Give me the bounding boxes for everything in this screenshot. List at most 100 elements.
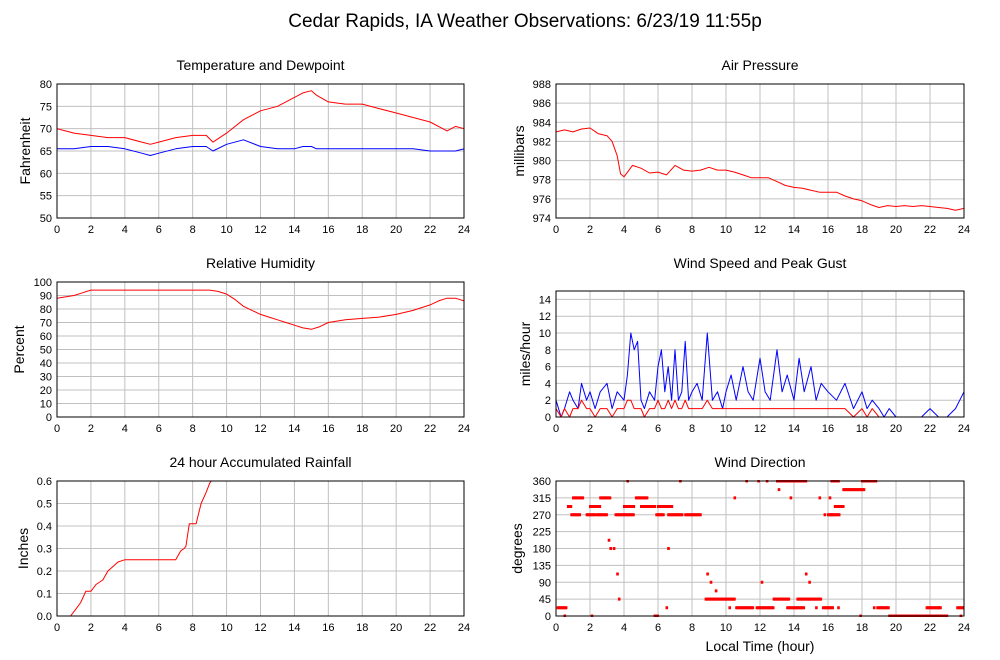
x-tick-label: 0 <box>553 423 559 435</box>
direction-point <box>933 606 937 610</box>
x-tick-label: 12 <box>754 224 766 236</box>
y-tick-label: 0.6 <box>37 476 52 488</box>
x-tick-label: 8 <box>190 622 196 634</box>
direction-point <box>603 496 606 500</box>
direction-point <box>663 505 667 508</box>
direction-point <box>623 505 626 508</box>
direction-point <box>599 513 603 517</box>
direction-point <box>787 597 791 601</box>
direction-point <box>669 505 672 508</box>
direction-point <box>772 597 776 601</box>
direction-point <box>836 513 840 517</box>
x-tick-label: 22 <box>424 423 436 435</box>
direction-point <box>711 597 714 601</box>
direction-point <box>782 597 785 601</box>
direction-point <box>812 597 816 601</box>
direction-point <box>926 606 930 610</box>
direction-point <box>617 597 621 601</box>
direction-point <box>581 496 585 500</box>
direction-point <box>800 597 804 601</box>
direction-point <box>625 513 628 517</box>
x-tick-label: 12 <box>254 622 266 634</box>
direction-point <box>835 505 838 508</box>
y-tick-label: 8 <box>545 345 551 357</box>
direction-point <box>692 513 695 517</box>
direction-point <box>805 597 809 601</box>
direction-point <box>831 606 835 610</box>
direction-point <box>726 597 729 601</box>
direction-point <box>602 513 606 517</box>
direction-point <box>574 513 577 517</box>
y-tick-label: 2 <box>545 395 551 407</box>
direction-point <box>786 606 789 610</box>
x-tick-label: 2 <box>587 622 593 634</box>
direction-point <box>693 513 697 517</box>
direction-point <box>797 597 801 601</box>
x-tick-label: 16 <box>822 622 834 634</box>
direction-point <box>879 606 882 610</box>
direction-point <box>778 597 781 601</box>
direction-point <box>632 505 636 508</box>
direction-point <box>628 505 632 508</box>
direction-point <box>586 513 590 517</box>
direction-point <box>676 513 680 517</box>
direction-point <box>756 606 760 610</box>
direction-point <box>653 505 657 508</box>
direction-point <box>790 606 793 610</box>
direction-point <box>761 606 764 610</box>
direction-point <box>600 496 604 500</box>
direction-point <box>618 513 622 517</box>
direction-point <box>736 606 740 610</box>
direction-point <box>733 496 737 500</box>
direction-point <box>887 606 890 610</box>
x-axis-label: Local Time (hour) <box>706 638 815 654</box>
direction-point <box>733 597 736 601</box>
direction-point <box>830 513 833 517</box>
direction-point <box>854 488 858 492</box>
direction-point <box>853 488 856 492</box>
chart-title: Wind Speed and Peak Gust <box>674 255 847 271</box>
direction-point <box>598 513 602 517</box>
direction-point <box>658 513 661 517</box>
rain-data <box>57 480 212 617</box>
direction-point <box>622 513 626 517</box>
direction-point <box>880 606 883 610</box>
x-tick-label: 18 <box>856 423 868 435</box>
chart-title: 24 hour Accumulated Rainfall <box>169 454 351 470</box>
direction-point <box>786 597 789 601</box>
direction-point <box>629 505 633 508</box>
direction-point <box>718 597 721 601</box>
y-tick-label: 65 <box>40 146 52 158</box>
x-tick-label: 20 <box>390 423 402 435</box>
direction-point <box>689 513 693 517</box>
direction-point <box>849 488 852 492</box>
direction-point <box>575 513 579 517</box>
direction-point <box>585 513 589 517</box>
direction-point <box>706 572 709 576</box>
direction-point <box>823 513 827 517</box>
direction-point <box>796 597 799 601</box>
direction-point <box>578 496 582 500</box>
direction-point <box>708 597 712 601</box>
direction-point <box>638 496 642 500</box>
direction-point <box>728 606 731 610</box>
x-tick-label: 18 <box>356 622 368 634</box>
y-tick-label: 0.0 <box>37 611 52 623</box>
direction-point <box>604 496 608 500</box>
direction-point <box>680 513 684 517</box>
direction-point <box>606 496 609 500</box>
x-tick-label: 22 <box>924 622 936 634</box>
direction-point <box>645 496 649 500</box>
direction-point <box>589 513 593 517</box>
direction-point <box>691 513 694 517</box>
rain-series-1-line <box>57 480 212 617</box>
direction-point <box>747 606 751 610</box>
x-tick-label: 14 <box>288 622 300 634</box>
temp-series-1-line <box>57 90 464 145</box>
direction-point <box>837 505 841 508</box>
direction-point <box>593 513 597 517</box>
direction-point <box>825 606 829 610</box>
x-tick-label: 8 <box>689 224 695 236</box>
direction-point <box>642 505 646 508</box>
